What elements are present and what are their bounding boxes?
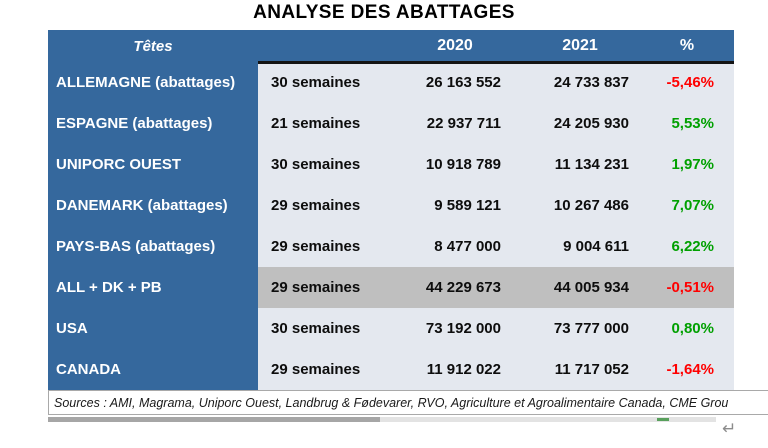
row-label: PAYS-BAS (abattages) (48, 226, 258, 267)
row-value-2021: 9 004 611 (520, 226, 640, 267)
table-rows: ALLEMAGNE (abattages) 30 semaines 26 163 5… (48, 62, 734, 390)
row-percent: 5,53% (640, 103, 734, 144)
row-label: ALL + DK + PB (48, 267, 258, 308)
header-underline (258, 61, 734, 64)
row-value-2021: 10 267 486 (520, 185, 640, 226)
row-label: USA (48, 308, 258, 349)
row-value-2021: 11 134 231 (520, 144, 640, 185)
table-row: UNIPORC OUEST 30 semaines 10 918 789 11 134… (48, 144, 734, 185)
row-weeks: 30 semaines (258, 144, 390, 185)
row-value-2020: 26 163 552 (390, 62, 520, 103)
row-weeks: 29 semaines (258, 185, 390, 226)
row-value-2021: 11 717 052 (520, 349, 640, 390)
paragraph-return-mark: ↵ (722, 419, 737, 438)
row-percent: 1,97% (640, 144, 734, 185)
table-row: CANADA 29 semaines 11 912 022 11 717 052 -1,… (48, 349, 734, 390)
table-row: ESPAGNE (abattages) 21 semaines 22 937 711… (48, 103, 734, 144)
row-value-2020: 11 912 022 (390, 349, 520, 390)
header-2020: 2020 (437, 37, 473, 54)
table-row: ALLEMAGNE (abattages) 30 semaines 26 163 5… (48, 62, 734, 103)
table-header-row: Têtes 2020 2021 % (48, 30, 734, 62)
row-value-2020: 73 192 000 (390, 308, 520, 349)
green-dash-mark (657, 418, 669, 421)
table-row: PAYS-BAS (abattages) 29 semaines 8 477 000… (48, 226, 734, 267)
header-2021: 2021 (562, 37, 598, 54)
row-weeks: 29 semaines (258, 267, 390, 308)
table-row: ALL + DK + PB 29 semaines 44 229 673 44 005… (48, 267, 734, 308)
row-percent: 6,22% (640, 226, 734, 267)
header-percent: % (679, 37, 695, 54)
row-weeks: 29 semaines (258, 226, 390, 267)
header-tetes: Têtes (133, 37, 173, 55)
row-value-2021: 44 005 934 (520, 267, 640, 308)
row-label: UNIPORC OUEST (48, 144, 258, 185)
row-value-2020: 10 918 789 (390, 144, 520, 185)
horizontal-scrollbar[interactable] (48, 417, 716, 422)
table-row: USA 30 semaines 73 192 000 73 777 000 0,80% (48, 308, 734, 349)
sources-caption: Sources : AMI, Magrama, Uniporc Ouest, L… (48, 390, 768, 415)
row-value-2020: 8 477 000 (390, 226, 520, 267)
page-title: ANALYSE DES ABATTAGES (253, 2, 515, 23)
table-row: DANEMARK (abattages) 29 semaines 9 589 121… (48, 185, 734, 226)
row-weeks: 21 semaines (258, 103, 390, 144)
row-percent: -5,46% (640, 62, 734, 103)
slaughter-table: Têtes 2020 2021 % ALLEMAGNE (abattages) 3… (48, 30, 734, 390)
row-value-2021: 24 733 837 (520, 62, 640, 103)
row-weeks: 30 semaines (258, 62, 390, 103)
row-value-2021: 73 777 000 (520, 308, 640, 349)
row-label: ALLEMAGNE (abattages) (48, 62, 258, 103)
row-label: ESPAGNE (abattages) (48, 103, 258, 144)
row-value-2020: 44 229 673 (390, 267, 520, 308)
row-percent: -1,64% (640, 349, 734, 390)
row-weeks: 30 semaines (258, 308, 390, 349)
row-percent: 7,07% (640, 185, 734, 226)
row-value-2020: 22 937 711 (390, 103, 520, 144)
row-label: DANEMARK (abattages) (48, 185, 258, 226)
row-percent: -0,51% (640, 267, 734, 308)
row-value-2020: 9 589 121 (390, 185, 520, 226)
row-weeks: 29 semaines (258, 349, 390, 390)
scrollbar-thumb[interactable] (48, 417, 380, 422)
row-label: CANADA (48, 349, 258, 390)
row-value-2021: 24 205 930 (520, 103, 640, 144)
row-percent: 0,80% (640, 308, 734, 349)
